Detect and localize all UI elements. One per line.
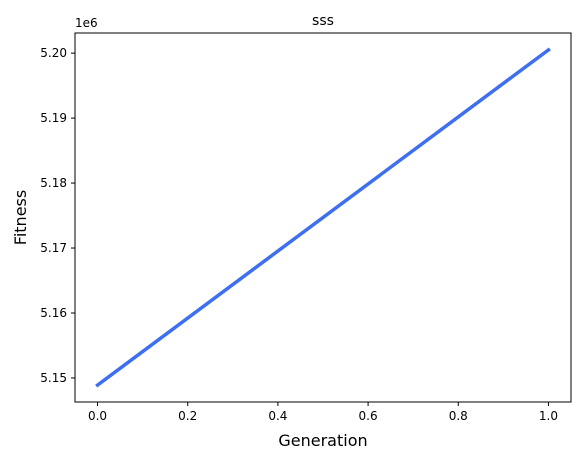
y-tick-label: 5.16 [40,306,67,320]
x-axis-ticks: 0.0 0.2 0.4 0.6 0.8 1.0 [88,402,558,423]
y-tick-label: 5.17 [40,241,67,255]
series-group [95,47,551,388]
x-tick-label: 0.0 [88,409,107,423]
x-tick-label: 0.4 [268,409,287,423]
x-tick-label: 0.2 [178,409,197,423]
chart-title: sss [312,13,334,29]
y-axis-ticks: 5.15 5.16 5.17 5.18 5.19 5.20 [40,46,75,385]
y-axis-label: Fitness [11,190,30,245]
x-tick-label: 1.0 [539,409,558,423]
y-tick-label: 5.15 [40,371,67,385]
y-tick-label: 5.18 [40,176,67,190]
y-axis-offset-label: 1e6 [75,16,98,30]
x-tick-label: 0.8 [449,409,468,423]
axes-frame [74,32,572,403]
y-tick-label: 5.20 [40,46,67,60]
x-tick-label: 0.6 [359,409,378,423]
series-line [95,47,551,388]
y-tick-label: 5.19 [40,111,67,125]
x-axis-label: Generation [278,431,367,450]
